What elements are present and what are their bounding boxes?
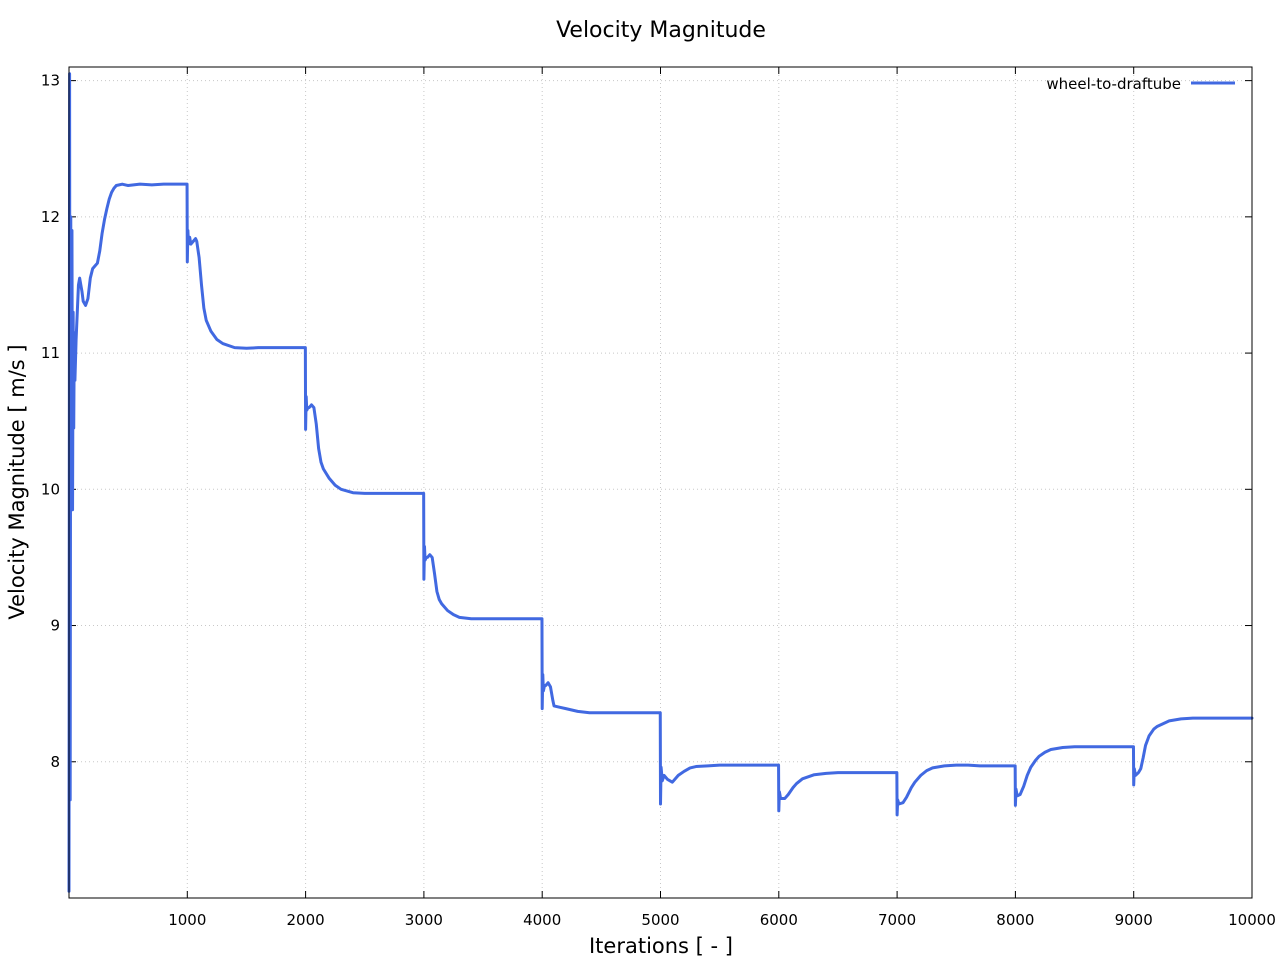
legend-label: wheel-to-draftube — [1046, 75, 1181, 93]
x-tick-label: 6000 — [760, 911, 798, 929]
x-axis-label: Iterations [ - ] — [589, 934, 733, 958]
series-line-wheel-to-draftube — [67, 72, 1254, 893]
y-tick-label: 9 — [50, 617, 60, 635]
x-tick-label: 3000 — [405, 911, 443, 929]
x-tick-label: 2000 — [287, 911, 325, 929]
axis-ticks: 1000 2000 3000 4000 5000 6000 7000 8000 9000 1000… — [41, 67, 1276, 929]
series-layer — [67, 72, 1254, 893]
x-tick-label: 7000 — [878, 911, 916, 929]
x-tick-label: 9000 — [1115, 911, 1153, 929]
x-tick-label: 1000 — [168, 911, 206, 929]
y-axis-label: Velocity Magnitude [ m/s ] — [5, 344, 29, 619]
y-tick-label: 13 — [41, 72, 60, 90]
y-tick-label: 8 — [50, 753, 60, 771]
y-tick-label: 12 — [41, 208, 60, 226]
x-tick-label: 5000 — [641, 911, 679, 929]
legend: wheel-to-draftube — [1046, 75, 1235, 93]
x-tick-label: 8000 — [996, 911, 1034, 929]
y-tick-label: 10 — [41, 480, 60, 498]
chart-title: Velocity Magnitude — [556, 18, 766, 43]
plot-frame — [68, 66, 1253, 899]
x-tick-label: 4000 — [523, 911, 561, 929]
x-tick-label: 10000 — [1228, 911, 1276, 929]
y-tick-label: 11 — [41, 344, 60, 362]
